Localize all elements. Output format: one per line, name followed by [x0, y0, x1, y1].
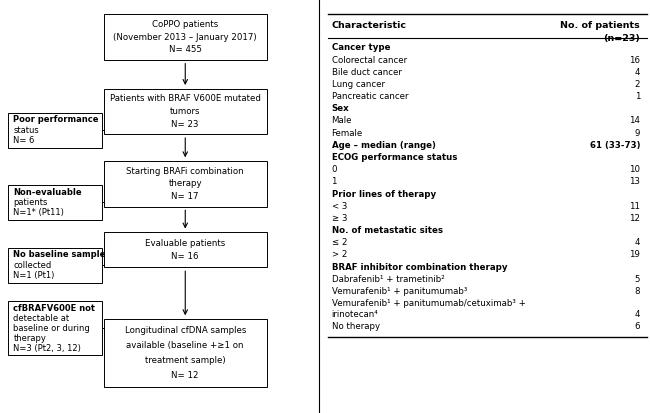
Text: ≥ 3: ≥ 3	[332, 214, 347, 223]
Text: No. of patients: No. of patients	[560, 21, 640, 30]
Text: (n=23): (n=23)	[603, 34, 640, 43]
Text: N= 17: N= 17	[172, 192, 199, 201]
Text: 61 (33-73): 61 (33-73)	[590, 141, 640, 150]
Text: 12: 12	[629, 214, 640, 223]
Text: < 3: < 3	[332, 202, 347, 211]
Text: collected: collected	[14, 261, 51, 270]
Text: 4: 4	[635, 238, 640, 247]
Text: Prior lines of therapy: Prior lines of therapy	[332, 190, 436, 199]
Text: Pancreatic cancer: Pancreatic cancer	[332, 92, 408, 101]
Text: Poor performance: Poor performance	[14, 115, 99, 124]
Text: status: status	[14, 126, 39, 135]
Text: 9: 9	[635, 128, 640, 138]
Text: cfBRAFV600E not: cfBRAFV600E not	[14, 304, 96, 313]
Text: therapy: therapy	[14, 334, 46, 343]
Text: 1: 1	[332, 177, 337, 186]
Text: N= 16: N= 16	[172, 252, 199, 261]
Text: Characteristic: Characteristic	[332, 21, 406, 30]
FancyBboxPatch shape	[104, 161, 266, 206]
Text: No baseline sample: No baseline sample	[14, 250, 106, 259]
FancyBboxPatch shape	[104, 232, 266, 268]
FancyBboxPatch shape	[104, 14, 266, 60]
Text: 8: 8	[635, 287, 640, 296]
Text: 1: 1	[635, 92, 640, 101]
Text: No therapy: No therapy	[332, 323, 380, 331]
Text: Lung cancer: Lung cancer	[332, 80, 385, 89]
Text: Vemurafenib¹ + panitumumab/cetuximab³ +: Vemurafenib¹ + panitumumab/cetuximab³ +	[332, 299, 525, 308]
Text: Age – median (range): Age – median (range)	[332, 141, 436, 150]
Text: Male: Male	[332, 116, 352, 126]
Text: Female: Female	[332, 128, 363, 138]
Text: tumors: tumors	[170, 107, 200, 116]
Text: Vemurafenib¹ + panitumumab³: Vemurafenib¹ + panitumumab³	[332, 287, 467, 296]
FancyBboxPatch shape	[8, 185, 103, 220]
Text: detectable at: detectable at	[14, 314, 70, 323]
Text: N=1 (Pt1): N=1 (Pt1)	[14, 271, 55, 280]
Text: 13: 13	[629, 177, 640, 186]
Text: BRAF inhibitor combination therapy: BRAF inhibitor combination therapy	[332, 263, 507, 272]
Text: 4: 4	[635, 310, 640, 319]
Text: 19: 19	[629, 250, 640, 259]
Text: 16: 16	[629, 55, 640, 64]
Text: 6: 6	[635, 323, 640, 331]
Text: No. of metastatic sites: No. of metastatic sites	[332, 226, 443, 235]
Text: patients: patients	[14, 198, 47, 207]
Text: 5: 5	[635, 275, 640, 284]
Text: 0: 0	[332, 165, 337, 174]
Text: N= 6: N= 6	[14, 136, 34, 145]
Text: 10: 10	[629, 165, 640, 174]
Text: Dabrafenib¹ + trametinib²: Dabrafenib¹ + trametinib²	[332, 275, 444, 284]
Text: Bile duct cancer: Bile duct cancer	[332, 68, 402, 77]
Text: ≤ 2: ≤ 2	[332, 238, 347, 247]
Text: N= 23: N= 23	[172, 120, 199, 128]
Text: irinotecan⁴: irinotecan⁴	[332, 310, 378, 319]
Text: N= 12: N= 12	[172, 371, 199, 380]
Text: > 2: > 2	[332, 250, 347, 259]
Text: (November 2013 – January 2017): (November 2013 – January 2017)	[114, 33, 257, 42]
Text: N=3 (Pt2, 3, 12): N=3 (Pt2, 3, 12)	[14, 344, 81, 353]
Text: N=1* (Pt11): N=1* (Pt11)	[14, 208, 64, 217]
Text: Starting BRAFi combination: Starting BRAFi combination	[127, 167, 244, 176]
FancyBboxPatch shape	[8, 247, 103, 282]
Text: Evaluable patients: Evaluable patients	[145, 239, 226, 248]
Text: N= 455: N= 455	[169, 45, 202, 54]
Text: baseline or during: baseline or during	[14, 324, 90, 333]
Text: ECOG performance status: ECOG performance status	[332, 153, 457, 162]
FancyBboxPatch shape	[104, 89, 266, 134]
Text: Non-evaluable: Non-evaluable	[14, 188, 82, 197]
Text: Patients with BRAF V600E mutated: Patients with BRAF V600E mutated	[110, 95, 261, 103]
FancyBboxPatch shape	[8, 112, 103, 147]
Text: 14: 14	[629, 116, 640, 126]
Text: 11: 11	[629, 202, 640, 211]
Text: 4: 4	[635, 68, 640, 77]
Text: Sex: Sex	[332, 104, 349, 113]
Text: Longitudinal cfDNA samples: Longitudinal cfDNA samples	[125, 326, 246, 335]
Text: CoPPO patients: CoPPO patients	[152, 20, 218, 29]
Text: therapy: therapy	[168, 179, 202, 188]
Text: 2: 2	[635, 80, 640, 89]
Text: available (baseline +≥1 on: available (baseline +≥1 on	[127, 341, 244, 350]
Text: treatment sample): treatment sample)	[145, 356, 226, 365]
FancyBboxPatch shape	[8, 301, 103, 355]
Text: Cancer type: Cancer type	[332, 43, 390, 52]
FancyBboxPatch shape	[104, 319, 266, 387]
Text: Colorectal cancer: Colorectal cancer	[332, 55, 407, 64]
